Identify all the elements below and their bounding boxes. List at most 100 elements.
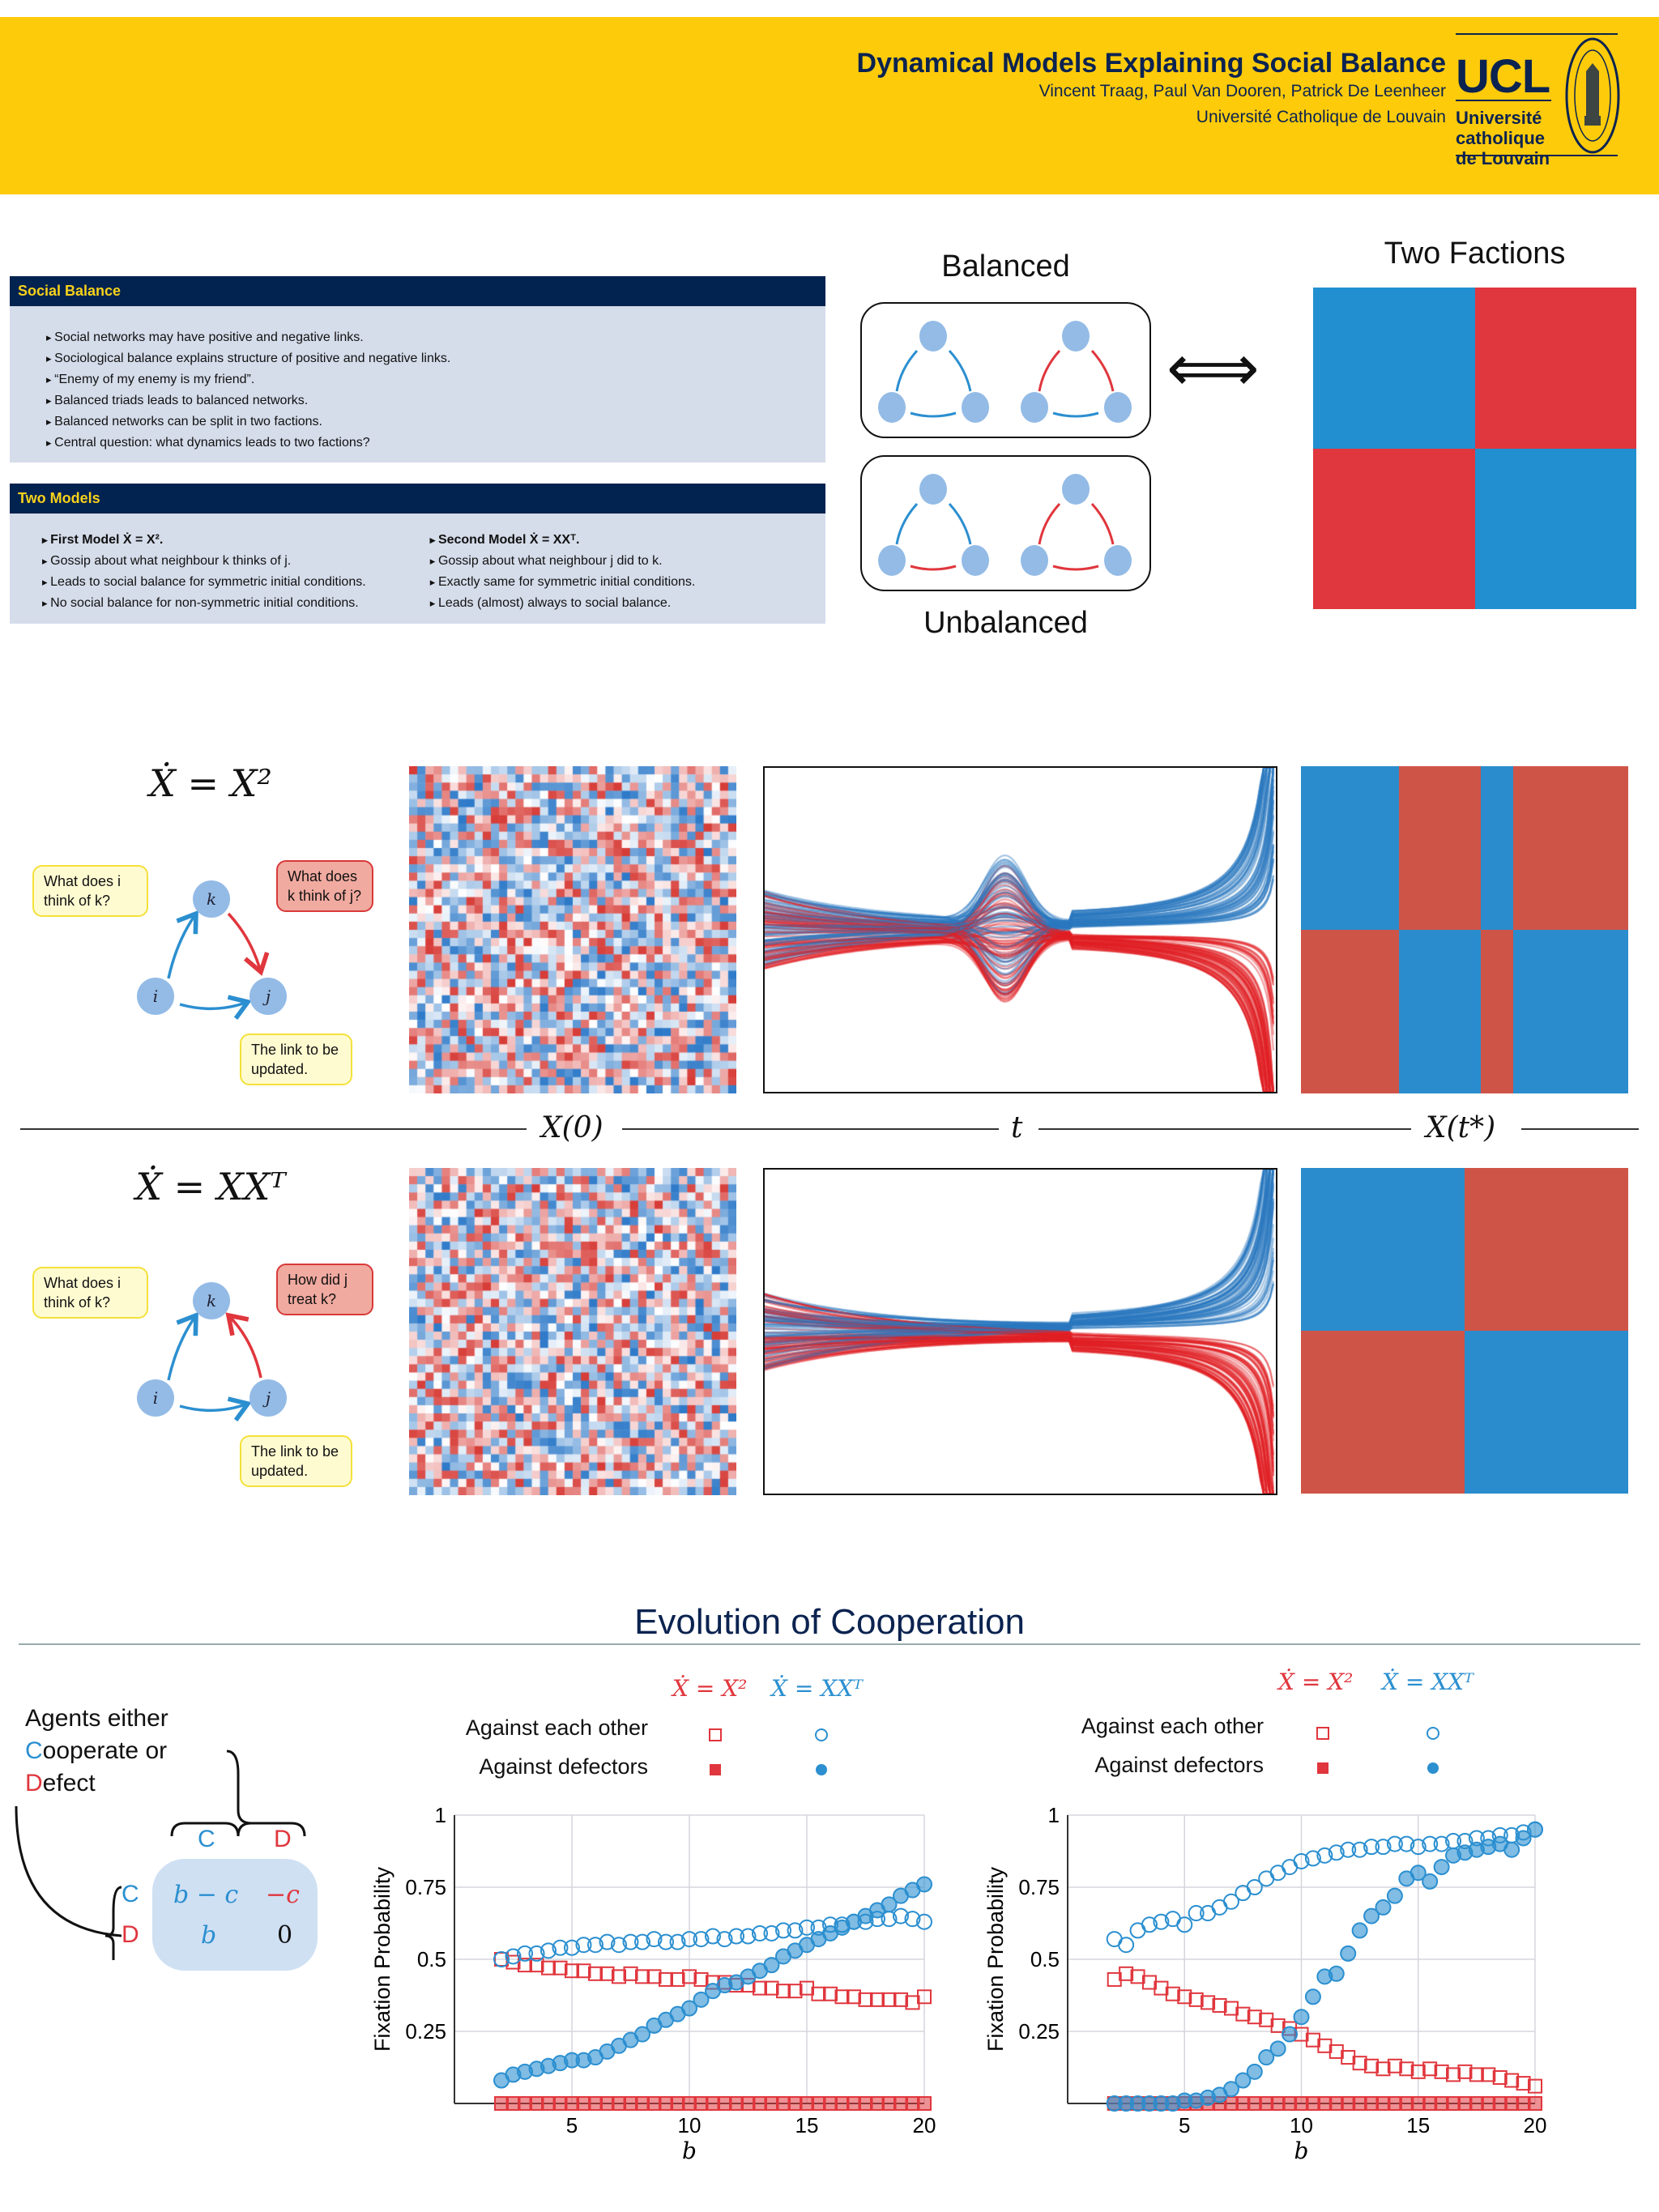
y-tick-label: 1: [1048, 1803, 1060, 1827]
point-xxt-defectors: [1340, 1945, 1357, 1962]
point-x2-each-other: [1188, 1992, 1204, 2007]
point-x2-defectors: [917, 2096, 932, 2111]
legend-model-a: Ẋ = X²: [672, 1675, 748, 1702]
node: [919, 474, 947, 505]
point-x2-each-other: [1446, 2067, 1461, 2082]
first-model-title: First Model Ẋ = X².: [42, 530, 418, 551]
arrow-i-to-j: [179, 995, 252, 1021]
node: [962, 545, 989, 576]
legend-filled-circle: [816, 1764, 827, 1775]
node: [1062, 321, 1090, 352]
arrow-k-to-j: [227, 912, 270, 976]
point-x2-each-other: [1212, 1997, 1227, 2013]
bullet: Social networks may have positive and ne…: [46, 327, 825, 348]
node-i: [137, 1379, 174, 1417]
point-x2-each-other: [670, 1971, 685, 1987]
point-xxt-each-other: [693, 1931, 710, 1948]
y-tick-label: 0.75: [1018, 1875, 1060, 1899]
point-xxt-each-other: [893, 1907, 909, 1924]
point-xxt-each-other: [740, 1928, 757, 1945]
point-xxt-each-other: [622, 1933, 639, 1950]
point-x2-defectors: [1528, 2096, 1542, 2111]
point-x2-each-other: [847, 1989, 861, 2005]
point-x2-each-other: [1410, 2064, 1426, 2079]
model2-triad-diagram: k i j: [137, 1282, 287, 1422]
callout-j-treat-k: How did j treat k?: [276, 1264, 373, 1315]
legend-model-a: Ẋ = X²: [1278, 1669, 1354, 1695]
point-xxt-defectors: [916, 1876, 932, 1893]
payoff-row-d: D: [122, 1921, 139, 1948]
point-x2-each-other: [1516, 2076, 1531, 2091]
payoff-col-c: C: [198, 1826, 215, 1852]
point-xxt-defectors: [1282, 2026, 1299, 2043]
node-label: i: [153, 987, 158, 1006]
legend-markers: [709, 1728, 828, 1775]
node-i: [137, 978, 174, 1015]
point-x2-each-other: [1235, 2006, 1251, 2022]
poster-title: Dynamical Models Explaining Social Balan…: [856, 48, 1446, 79]
point-x2-each-other: [1387, 2058, 1402, 2073]
point-xxt-each-other: [1433, 1835, 1450, 1852]
t-label: t: [1011, 1111, 1023, 1144]
block-positive: [1474, 448, 1636, 609]
point-xxt-defectors: [1410, 1865, 1427, 1882]
legend-row-each-other: Against each other: [465, 1715, 648, 1740]
divider-line: [622, 1128, 999, 1130]
edge: [1090, 502, 1115, 545]
point-xxt-defectors: [681, 2000, 697, 2017]
node-label: i: [153, 1388, 158, 1408]
node-label: k: [207, 1291, 216, 1311]
x-tick-label: 20: [913, 2113, 936, 2137]
unbalanced-label: Unbalanced: [923, 606, 1088, 640]
payoff-cc: b − c: [173, 1881, 239, 1909]
y-tick-label: 1: [435, 1803, 446, 1827]
point-xxt-each-other: [646, 1931, 663, 1948]
point-xxt-each-other: [505, 1948, 522, 1965]
node: [878, 392, 906, 423]
point-x2-each-other: [1422, 2061, 1438, 2077]
point-x2-each-other: [1270, 2018, 1286, 2033]
point-xxt-each-other: [1386, 1835, 1403, 1852]
node: [962, 392, 989, 423]
point-x2-each-other: [1375, 2061, 1391, 2077]
point-x2-each-other: [1492, 2069, 1508, 2085]
model1-equation: Ẋ = X²: [149, 761, 272, 805]
initial-matrix-heatmap: [409, 766, 736, 1093]
legend-model-b: Ẋ = XXᵀ: [771, 1675, 863, 1702]
node: [1062, 474, 1090, 505]
point-xxt-defectors: [1246, 2063, 1263, 2080]
brace-connectors: [15, 1750, 306, 1960]
arrow-i-to-k: [167, 1311, 198, 1381]
point-xxt-each-other: [1141, 1916, 1158, 1933]
point-xxt-each-other: [1188, 1905, 1205, 1922]
point-xxt-each-other: [799, 1919, 815, 1936]
point-x2-each-other: [1352, 2056, 1367, 2071]
point-xxt-defectors: [1258, 2049, 1275, 2066]
point-xxt-each-other: [1363, 1839, 1380, 1856]
point-xxt-each-other: [904, 1911, 921, 1928]
point-x2-each-other: [588, 1966, 603, 1981]
point-xxt-each-other: [1304, 1850, 1321, 1867]
payoff-dc: b: [201, 1921, 217, 1950]
point-xxt-defectors: [1363, 1907, 1380, 1924]
y-axis-label: Fixation Probability: [370, 1866, 394, 2052]
point-x2-each-other: [917, 1989, 932, 2005]
point-xxt-defectors: [1433, 1859, 1450, 1876]
node: [1021, 545, 1048, 576]
point-xxt-defectors: [763, 1957, 780, 1974]
divider-line: [20, 1128, 527, 1130]
two-models-body: First Model Ẋ = X². Gossip about what ne…: [10, 514, 825, 624]
bullet: Central question: what dynamics leads to…: [46, 433, 825, 454]
unbalanced-triads-diagram: [878, 474, 1132, 576]
university-seal-icon: [1565, 37, 1620, 154]
point-x2-each-other: [599, 1966, 615, 1981]
y-tick-label: 0.5: [1030, 1947, 1060, 1971]
node-k: [193, 880, 230, 918]
point-xxt-defectors: [634, 2026, 650, 2043]
point-x2-each-other: [1165, 1986, 1180, 2001]
point-x2-each-other: [787, 1984, 803, 1999]
point-xxt-each-other: [716, 1931, 733, 1948]
payoff-matrix: [152, 1859, 318, 1971]
edge: [1038, 349, 1061, 392]
payoff-cd: −c: [266, 1881, 300, 1909]
